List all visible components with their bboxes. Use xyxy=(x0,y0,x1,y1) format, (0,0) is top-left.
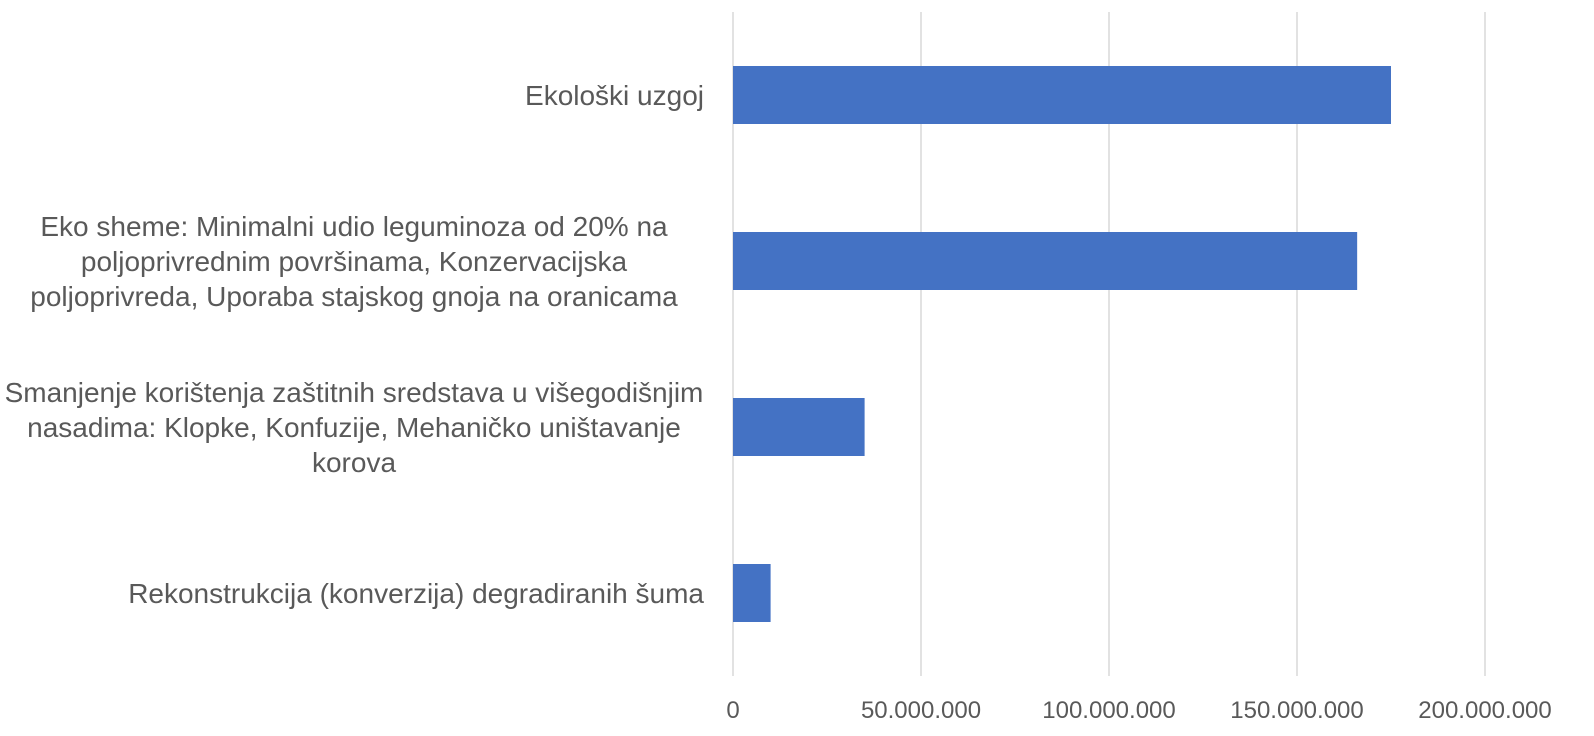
x-tick-label: 50.000.000 xyxy=(861,697,981,724)
bar xyxy=(733,564,771,622)
bar xyxy=(733,66,1391,124)
category-label-box: Rekonstrukcija (konverzija) degradiranih… xyxy=(0,510,704,676)
bar xyxy=(733,232,1358,290)
y-tick-label: Ekološki uzgoj xyxy=(525,79,704,111)
x-tick-label: 150.000.000 xyxy=(1230,697,1363,724)
x-tick-label: 0 xyxy=(726,697,739,724)
y-tick-label: Smanjenje korištenja zaštitnih sredstava… xyxy=(4,376,704,478)
x-tick-label: 100.000.000 xyxy=(1042,697,1175,724)
x-tick-label: 200.000.000 xyxy=(1418,697,1551,724)
category-label-box: Smanjenje korištenja zaštitnih sredstava… xyxy=(0,344,704,510)
category-label-box: Ekološki uzgoj xyxy=(0,12,704,178)
y-tick-label: Eko sheme: Minimalni udio leguminoza od … xyxy=(30,210,678,312)
bar xyxy=(733,398,865,456)
category-label-box: Eko sheme: Minimalni udio leguminoza od … xyxy=(0,178,704,344)
y-tick-label: Rekonstrukcija (konverzija) degradiranih… xyxy=(128,577,704,609)
